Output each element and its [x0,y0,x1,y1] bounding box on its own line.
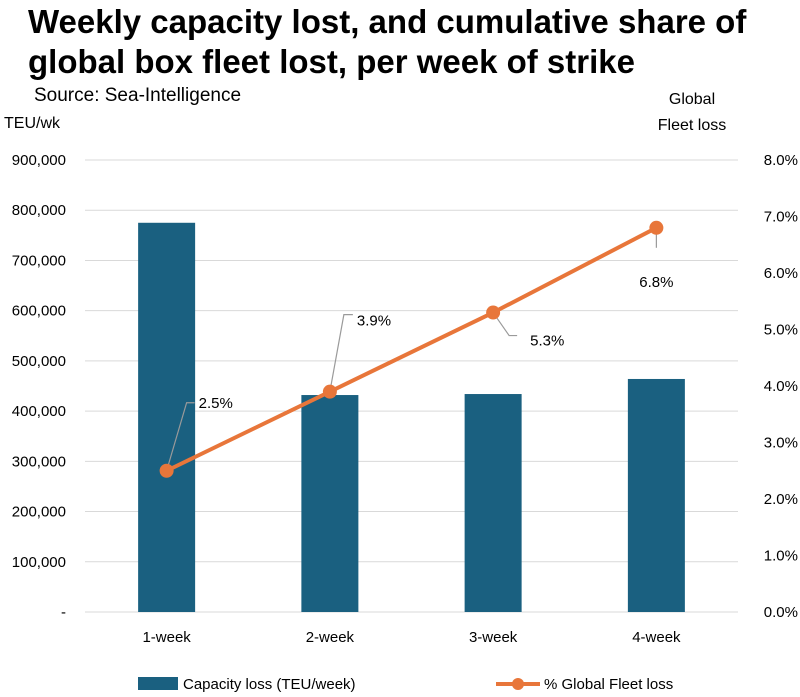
right-tick-label: 1.0% [764,548,798,565]
left-axis-ticks: - 100,000 200,000 300,000 400,000 500,000 600,… [12,152,66,621]
left-tick-label: 200,000 [12,504,66,521]
right-axis-title-line2: Fleet loss [658,117,726,134]
left-tick-label: 100,000 [12,554,66,571]
legend-line-label: % Global Fleet loss [544,676,673,693]
left-tick-label: 700,000 [12,252,66,269]
line-point [486,305,501,320]
line-data-label: 3.9% [357,313,391,330]
line-data-labels: 2.5% 3.9% 5.3% 6.8% [199,274,674,412]
leader-line [329,314,353,392]
legend: Capacity loss (TEU/week) % Global Fleet … [138,676,673,693]
right-tick-label: 8.0% [764,152,798,169]
leader-line [166,402,195,471]
bar [464,394,522,612]
line-point [649,220,664,235]
right-tick-label: 3.0% [764,435,798,452]
line-data-label: 2.5% [199,395,233,412]
right-tick-label: 7.0% [764,209,798,226]
left-tick-label: 600,000 [12,303,66,320]
right-tick-label: 6.0% [764,265,798,282]
left-tick-label: 300,000 [12,453,66,470]
left-tick-label: - [61,604,66,621]
bar-series [138,222,685,612]
left-tick-label: 400,000 [12,403,66,420]
label-leader-lines [166,227,657,471]
left-tick-label: 800,000 [12,202,66,219]
line-point [159,463,174,478]
x-tick-label: 3-week [469,629,518,646]
right-axis-title-line1: Global [669,91,715,108]
right-tick-label: 4.0% [764,378,798,395]
x-tick-label: 4-week [632,629,681,646]
left-tick-label: 900,000 [12,152,66,169]
right-tick-label: 5.0% [764,322,798,339]
line-point [322,384,337,399]
legend-bar-swatch [138,677,178,690]
x-tick-label: 2-week [306,629,355,646]
legend-line-marker [512,678,524,690]
chart-source: Source: Sea-Intelligence [34,85,242,106]
bar [301,395,359,612]
chart-title: Weekly capacity lost, and cumulative sha… [28,3,747,80]
x-axis-ticks: 1-week 2-week 3-week 4-week [142,629,681,646]
legend-bar-label: Capacity loss (TEU/week) [183,676,356,693]
left-axis-title: TEU/wk [4,115,61,132]
bar [138,222,196,612]
x-tick-label: 1-week [142,629,191,646]
line-path [165,226,658,473]
line-data-label: 6.8% [639,274,673,291]
right-tick-label: 0.0% [764,604,798,621]
right-tick-label: 2.0% [764,491,798,508]
line-data-label: 5.3% [530,333,564,350]
bar [627,378,685,612]
right-axis-ticks: 0.0% 1.0% 2.0% 3.0% 4.0% 5.0% 6.0% 7.0% 8.0% [764,152,798,621]
left-tick-label: 500,000 [12,353,66,370]
leader-line [492,312,518,337]
line-series [159,220,664,478]
